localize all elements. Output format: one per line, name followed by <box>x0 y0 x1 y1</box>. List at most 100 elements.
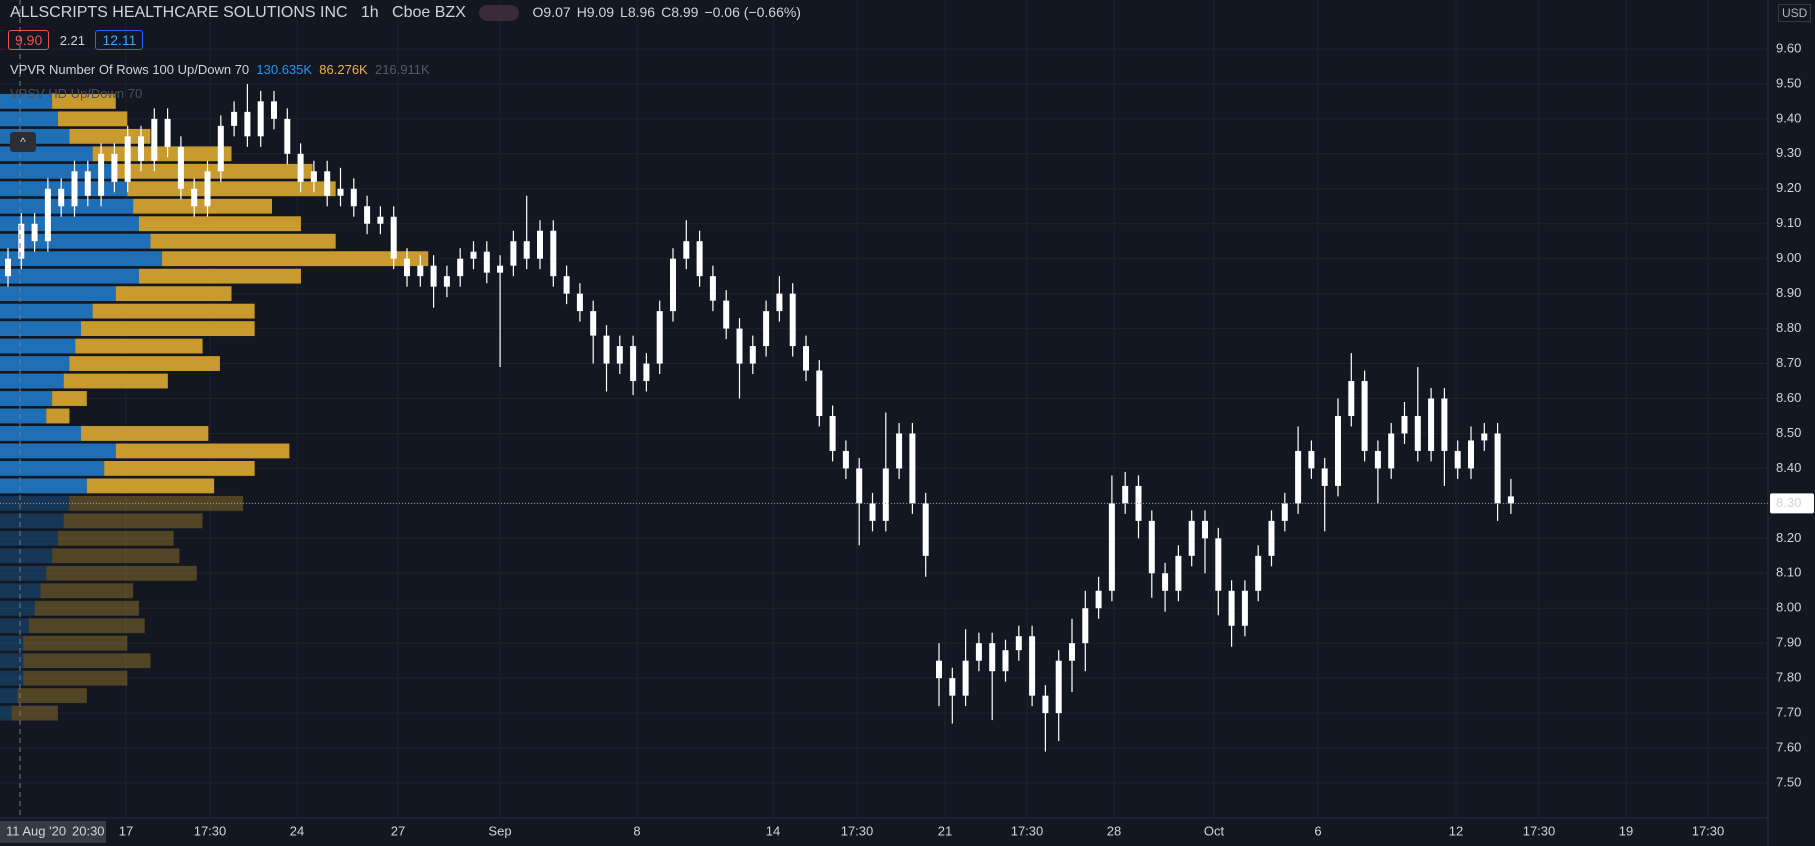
volume-up <box>0 303 93 319</box>
indicator-value: 130.635K <box>256 62 313 77</box>
crosshair-date: 11 Aug '20 <box>6 823 66 838</box>
candle-body <box>909 433 916 504</box>
volume-up <box>0 391 53 406</box>
candle-body <box>869 503 876 521</box>
x-tick-label: 6 <box>1314 823 1321 838</box>
candle-body <box>58 188 65 207</box>
volume-down <box>138 268 301 284</box>
candle-body <box>324 171 331 196</box>
volume-down <box>92 303 255 319</box>
crosshair-time: 20:30 <box>72 823 105 838</box>
candle-body <box>443 276 450 287</box>
x-tick-label: 19 <box>1619 823 1633 838</box>
bid[interactable]: 9.90 <box>8 30 50 50</box>
candle-body <box>975 643 982 661</box>
x-tick-label: 17:30 <box>1523 823 1556 838</box>
candle-body <box>1348 381 1355 416</box>
candle-body <box>1308 450 1315 469</box>
y-tick-label: 7.80 <box>1776 670 1801 685</box>
candle-body <box>1029 636 1036 696</box>
x-tick-label: 8 <box>633 823 640 838</box>
bid-ask: 9.90 2.21 12.11 <box>8 30 144 50</box>
volume-up <box>0 600 35 616</box>
volume-up <box>0 583 41 599</box>
candle-body <box>537 230 543 259</box>
candle-body <box>882 468 889 521</box>
market-status[interactable] <box>479 4 520 21</box>
collapse-button[interactable]: ^ <box>10 132 36 152</box>
last-price-box <box>1770 493 1814 514</box>
volume-up <box>0 513 64 529</box>
volume-down <box>57 530 174 546</box>
candle-body <box>1481 433 1488 441</box>
ask[interactable]: 12.11 <box>95 30 144 50</box>
candle-body <box>164 118 171 147</box>
candle-body <box>151 118 158 161</box>
volume-down <box>63 373 168 389</box>
indicator: VPSV HD Up/Down 70 <box>10 86 142 101</box>
volume-down <box>52 93 116 109</box>
candle-body <box>1507 496 1514 504</box>
volume-up <box>0 478 87 494</box>
y-tick-label: 7.70 <box>1776 705 1801 720</box>
candle-body <box>191 188 198 207</box>
candle-body <box>563 276 570 294</box>
candle-body <box>364 206 371 224</box>
candle-body <box>1175 555 1182 591</box>
y-tick-label: 8.20 <box>1776 530 1801 545</box>
candle-body <box>1002 650 1009 672</box>
candle-body <box>656 311 663 364</box>
candle-body <box>683 241 690 259</box>
y-tick-label: 7.60 <box>1776 740 1801 755</box>
y-tick-label: 9.30 <box>1776 145 1801 160</box>
crosshair-box <box>0 821 106 843</box>
candle-body <box>1162 573 1169 591</box>
candle-body <box>1388 433 1395 469</box>
spread: 2.21 <box>59 33 86 48</box>
candle-body <box>856 468 863 504</box>
candle-body <box>217 125 224 172</box>
candle-body <box>1122 485 1129 504</box>
candle-body <box>576 293 583 312</box>
candle-body <box>457 258 464 277</box>
candle-body <box>1268 520 1275 556</box>
candle-body <box>31 223 38 242</box>
volume-up <box>0 286 116 302</box>
y-tick-label: 8.90 <box>1776 285 1801 300</box>
indicator: VPVR Number Of Rows 100 Up/Down 70 130.6… <box>10 62 430 77</box>
volume-down <box>11 705 58 721</box>
candle-body <box>709 276 716 301</box>
indicator-value: 216.911K <box>374 62 430 77</box>
candle-body <box>643 363 650 382</box>
volume-down <box>23 635 128 651</box>
currency[interactable]: USD <box>1778 4 1812 22</box>
ohlc-value: −0.06 (−0.66%) <box>704 4 801 20</box>
candle-body <box>723 300 730 329</box>
indicator-value: 86.276K <box>319 62 368 77</box>
ohlc-value: H9.09 <box>576 4 615 20</box>
y-tick-label: 8.10 <box>1776 565 1801 580</box>
x-tick-label: 17:30 <box>1011 823 1044 838</box>
volume-up <box>0 373 64 389</box>
candle-body <box>510 241 517 266</box>
volume-up <box>0 688 18 704</box>
x-tick-label: 17:30 <box>194 823 227 838</box>
candle-body <box>1202 520 1208 539</box>
candle-body <box>284 118 291 154</box>
candle-body <box>749 346 756 364</box>
candle-body <box>231 111 238 126</box>
volume-up <box>0 443 116 459</box>
candle-body <box>1401 415 1408 434</box>
candle-body <box>630 346 637 382</box>
candle-body <box>603 335 610 364</box>
volume-up <box>0 356 70 371</box>
price-axis <box>1768 0 1815 846</box>
volume-down <box>104 461 255 476</box>
volume-up <box>0 461 105 476</box>
volume-up <box>0 618 29 634</box>
candle-body <box>337 188 344 196</box>
volume-down <box>69 356 220 371</box>
candle-body <box>204 171 211 207</box>
volume-up <box>0 426 82 441</box>
